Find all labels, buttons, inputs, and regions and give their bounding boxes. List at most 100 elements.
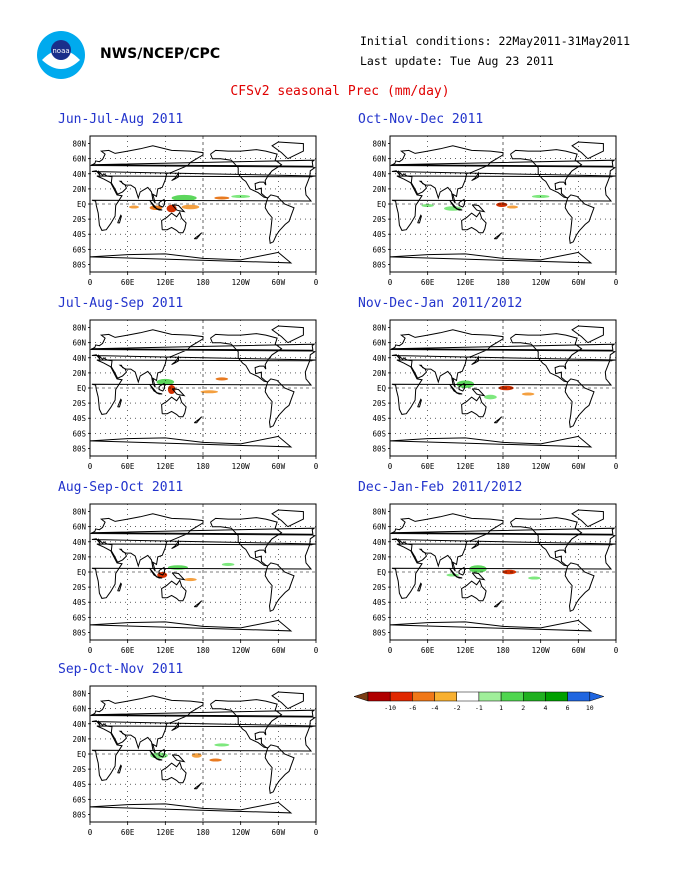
lat-tick-label: 60N <box>72 523 86 532</box>
coastline <box>455 208 463 211</box>
lat-tick-label: 80S <box>372 444 386 453</box>
lon-tick-label: 0 <box>614 278 619 287</box>
lon-tick-label: 60W <box>572 646 586 655</box>
organization-label: NWS/NCEP/CPC <box>100 46 221 62</box>
lat-tick-label: 40S <box>72 230 86 239</box>
lon-tick-label: 120E <box>156 278 175 287</box>
lat-tick-label: 80N <box>72 324 86 333</box>
lat-tick-label: 20N <box>372 369 386 378</box>
lat-tick-label: 80S <box>72 628 86 637</box>
precip-anomaly-blob <box>181 204 200 210</box>
lon-tick-label: 60E <box>421 278 435 287</box>
precip-anomaly-blob <box>156 378 175 385</box>
precip-map: 80N 60N 40N 20N EQ 20S 40S 60S 80S 0 60E 120E 180 120… <box>358 498 648 662</box>
coastline <box>391 527 616 535</box>
lon-tick-label: 0 <box>88 462 93 471</box>
coastline <box>417 398 422 408</box>
coastline <box>161 761 187 784</box>
coastline <box>264 744 295 795</box>
lat-tick-label: 60S <box>372 613 386 622</box>
colorbar-label: -10 <box>384 704 396 712</box>
coastline <box>510 149 583 199</box>
lat-tick-label: 60N <box>72 155 86 164</box>
lat-tick-label: 20N <box>72 735 86 744</box>
lat-tick-label: EQ <box>377 384 387 393</box>
coastline <box>117 398 122 408</box>
coastline <box>391 343 616 351</box>
panel-title: Jun-Jul-Aug 2011 <box>58 112 184 127</box>
colorbar-swatch <box>389 691 413 702</box>
coastline <box>89 695 316 754</box>
lat-tick-label: 40S <box>72 414 86 423</box>
lon-tick-label: 0 <box>314 646 319 655</box>
coastline <box>455 576 463 579</box>
coastline <box>149 383 157 393</box>
lon-tick-label: 180 <box>196 646 210 655</box>
colorbar-swatch <box>523 691 546 702</box>
lat-tick-label: EQ <box>377 568 387 577</box>
colorbar-label: -4 <box>431 704 439 712</box>
lat-tick-label: 80N <box>372 324 386 333</box>
coastline <box>91 159 316 167</box>
coastline <box>471 204 486 213</box>
lon-tick-label: 60W <box>272 646 286 655</box>
coastline <box>171 572 186 581</box>
map-panel-ond: Oct-Nov-Dec 2011 80N 60N 40N 20N EQ 20S 40S 60S… <box>358 112 648 294</box>
lon-tick-label: 60E <box>121 278 135 287</box>
lon-tick-label: 60E <box>121 828 135 837</box>
colorbar-swatch <box>456 691 480 702</box>
lon-tick-label: 180 <box>196 278 210 287</box>
map-panel-ndj: Nov-Dec-Jan 2011/2012 80N 60N 40N 20N EQ 20S 4… <box>358 296 648 478</box>
lat-tick-label: EQ <box>77 750 87 759</box>
coastline <box>91 359 313 415</box>
coastline <box>91 527 316 535</box>
map-panel-jja: Jun-Jul-Aug 2011 80N 60N 40N 20N EQ 20S 40S 60S… <box>58 112 348 294</box>
panel-title: Sep-Oct-Nov 2011 <box>58 662 184 677</box>
colorbar-label: 4 <box>543 704 547 712</box>
lat-tick-label: 60S <box>72 245 86 254</box>
lon-tick-label: 0 <box>314 828 319 837</box>
coastline <box>171 388 186 397</box>
lon-tick-label: 60W <box>272 828 286 837</box>
lon-tick-label: 60W <box>572 462 586 471</box>
precip-anomaly-blob <box>209 758 222 762</box>
precip-anomaly-blob <box>167 384 176 395</box>
lon-tick-label: 0 <box>88 278 93 287</box>
panel-title: Nov-Dec-Jan 2011/2012 <box>358 296 523 311</box>
precip-anomaly-blob <box>528 576 541 580</box>
lon-tick-label: 0 <box>88 646 93 655</box>
coastline <box>158 748 166 758</box>
lon-tick-label: 120W <box>232 462 251 471</box>
coastline <box>458 566 466 576</box>
coastline <box>171 204 186 213</box>
precip-anomaly-blob <box>214 196 230 200</box>
map-panel-son: Sep-Oct-Nov 2011 80N 60N 40N 20N EQ 20S 40S 60S… <box>58 662 348 844</box>
precip-anomaly-blob <box>443 206 462 211</box>
noaa-logo-icon: noaa <box>37 31 85 79</box>
coastline <box>193 600 203 608</box>
coastline <box>149 749 157 759</box>
lon-tick-label: 0 <box>388 462 393 471</box>
coastline <box>155 392 163 395</box>
lat-tick-label: 80S <box>72 810 86 819</box>
coastline <box>391 359 613 415</box>
colorbar-arrow-left <box>353 691 369 702</box>
colorbar-label: -1 <box>475 704 483 712</box>
colorbar-label: 6 <box>566 704 570 712</box>
lat-tick-label: 40N <box>72 720 86 729</box>
lat-tick-label: 20N <box>372 553 386 562</box>
precip-map: 80N 60N 40N 20N EQ 20S 40S 60S 80S 0 60E 120E 180 120… <box>358 314 648 478</box>
precip-anomaly-blob <box>484 394 497 400</box>
colorbar-swatch <box>500 691 524 702</box>
lon-tick-label: 60E <box>421 462 435 471</box>
coastline <box>210 149 283 199</box>
lon-tick-label: 180 <box>496 278 510 287</box>
lon-tick-label: 120W <box>232 646 251 655</box>
lat-tick-label: 20S <box>72 215 86 224</box>
coastline <box>91 709 316 717</box>
coastline <box>91 343 316 351</box>
lat-tick-label: 40S <box>372 598 386 607</box>
